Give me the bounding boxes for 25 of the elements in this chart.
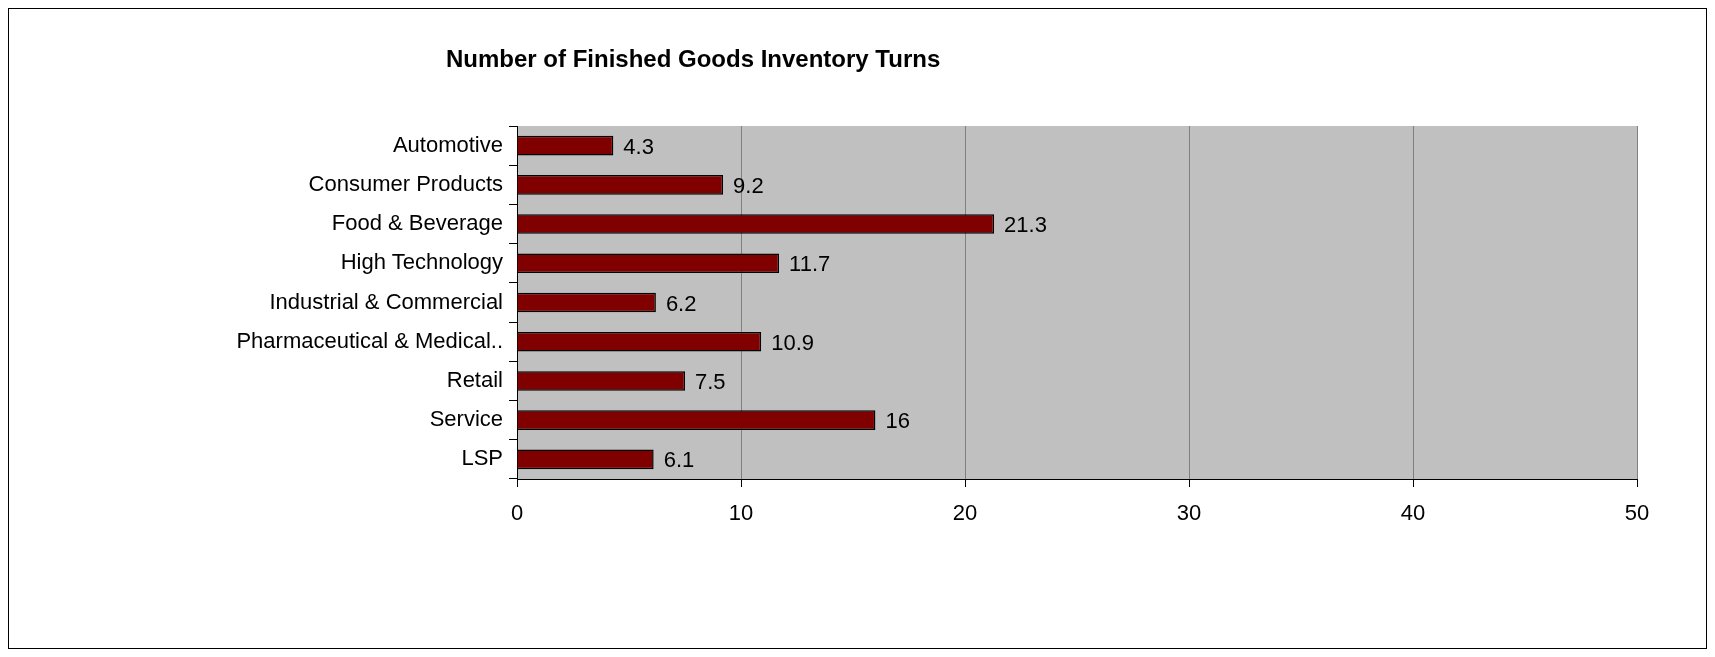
y-tick-label: Consumer Products [308,170,503,196]
data-label: 7.5 [695,369,726,395]
data-label: 6.2 [665,290,697,316]
data-label: 10.9 [771,329,814,355]
y-tick-label: LSP [461,445,503,471]
data-label: 6.1 [663,447,695,473]
data-label: 16 [885,408,910,434]
y-tick-label: Industrial & Commercial [269,288,503,314]
x-tick-label: 0 [510,500,524,526]
data-label: 21.3 [1004,212,1047,238]
x-tick-label: 50 [1624,500,1650,526]
chart-title: Number of Finished Goods Inventory Turns [446,45,941,73]
data-label: 9.2 [733,172,764,198]
data-label: 11.7 [789,251,831,277]
x-tick-label: 30 [1176,500,1202,526]
y-tick-label: Pharmaceutical & Medical.. [236,327,503,353]
x-tick-label: 20 [952,500,978,526]
y-tick-label: Automotive [392,131,503,157]
y-tick-label: Service [429,406,503,432]
y-tick-label: Food & Beverage [331,210,503,236]
x-tick-label: 10 [728,500,754,526]
y-tick-label: Retail [446,367,503,393]
x-tick-label: 40 [1400,500,1426,526]
data-label: 4.3 [623,133,654,159]
y-tick-label: High Technology [340,249,503,275]
